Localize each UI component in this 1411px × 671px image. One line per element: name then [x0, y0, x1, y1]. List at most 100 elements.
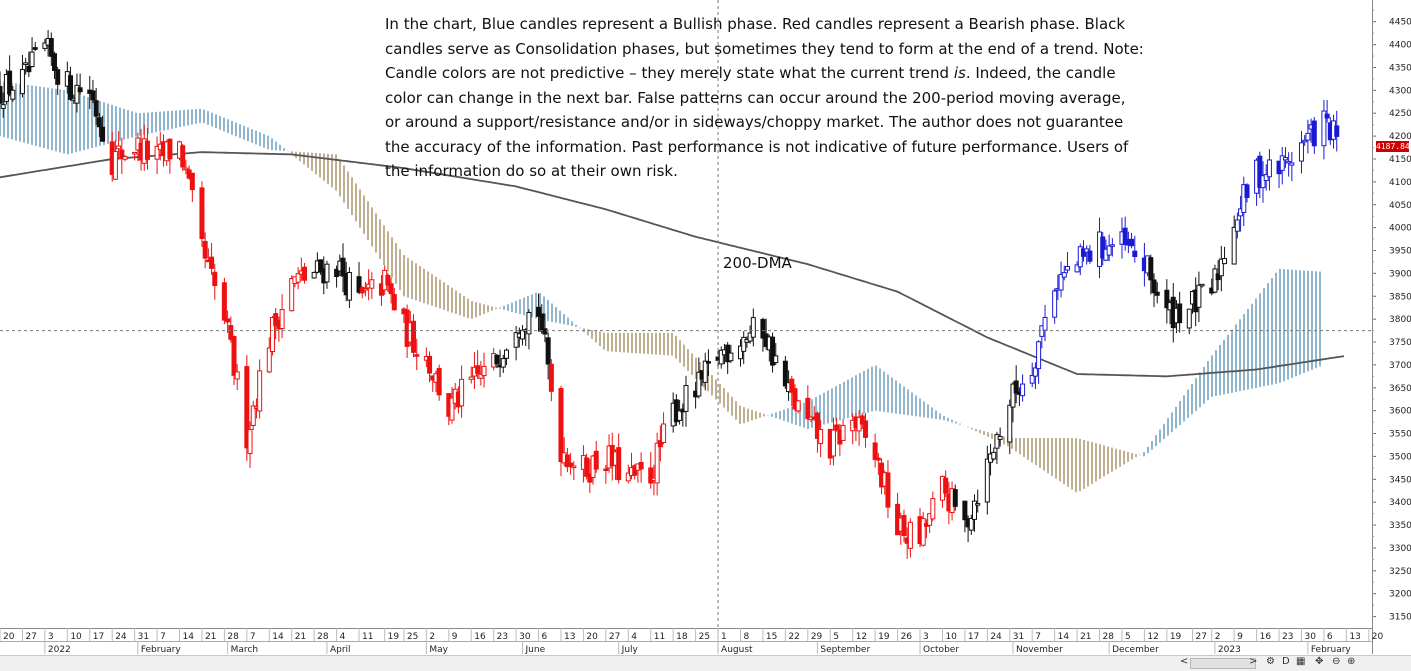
x-tick-label: 28 [1103, 632, 1115, 642]
d-icon[interactable]: D [1282, 656, 1290, 667]
candle [1286, 152, 1292, 177]
x-tick-label: 15 [766, 632, 777, 642]
scroll-right-button[interactable]: > [1249, 656, 1258, 667]
x-tick-label: 9 [452, 632, 458, 642]
candle [587, 458, 593, 493]
candle [1177, 291, 1183, 333]
candle [1234, 212, 1240, 239]
x-tick-label: 17 [93, 632, 104, 642]
x-tick-label: 4 [631, 632, 637, 642]
candle [1087, 244, 1093, 264]
month-tick-label: February [141, 645, 182, 655]
x-tick-label: 11 [654, 632, 665, 642]
candle [93, 88, 99, 125]
candle [1151, 273, 1157, 308]
candle [7, 55, 13, 97]
candle [1058, 261, 1064, 298]
candle [648, 452, 654, 489]
candle [741, 331, 747, 364]
x-tick-label: 14 [183, 632, 195, 642]
candle [558, 385, 564, 477]
candle [1257, 151, 1263, 199]
horizontal-scrollbar[interactable] [1190, 658, 1256, 669]
candle [199, 181, 205, 247]
candle [257, 359, 263, 419]
y-tick-label: 3800 [1389, 315, 1411, 325]
candle [545, 332, 551, 380]
candle [459, 365, 465, 418]
y-tick-label: 3250 [1389, 567, 1411, 577]
settings-icon[interactable]: ⚙ [1266, 656, 1275, 667]
candle [1241, 176, 1247, 227]
candle [334, 265, 340, 288]
x-tick-label: 10 [70, 632, 82, 642]
candle [1106, 234, 1112, 262]
x-tick-label: 11 [362, 632, 373, 642]
candle [318, 259, 324, 275]
candle [1100, 232, 1106, 266]
y-tick-label: 4200 [1389, 132, 1411, 142]
candle [548, 359, 554, 402]
candle [840, 419, 846, 441]
crosshair-icon[interactable]: ✥ [1315, 656, 1324, 667]
x-tick-label: 21 [295, 632, 306, 642]
candle [526, 309, 532, 350]
x-tick-label: 26 [901, 632, 913, 642]
candle [503, 348, 509, 366]
candle [863, 413, 869, 448]
candle [369, 272, 375, 299]
y-tick-label: 4050 [1389, 201, 1411, 211]
candle [302, 262, 308, 284]
candle [19, 54, 25, 98]
candle [68, 66, 74, 101]
scroll-left-button[interactable]: < [1180, 656, 1189, 667]
candle [42, 39, 48, 52]
candle [571, 461, 577, 481]
candle [773, 342, 779, 365]
candle [760, 317, 766, 352]
candle [1154, 282, 1160, 304]
month-tick-label: September [820, 645, 870, 655]
candle [952, 484, 958, 511]
candle [247, 421, 253, 468]
candle [564, 447, 570, 473]
candle [795, 400, 801, 414]
candle [616, 433, 622, 484]
chart-icon[interactable]: ▦ [1296, 656, 1306, 667]
candle [994, 431, 1000, 464]
y-tick-label: 4000 [1389, 224, 1411, 234]
candle [468, 366, 474, 384]
x-tick-label: 7 [250, 632, 256, 642]
y-tick-label: 3350 [1389, 521, 1411, 531]
x-tick-label: 24 [990, 632, 1002, 642]
candle [930, 491, 936, 522]
candle [212, 263, 218, 300]
candle [1039, 325, 1045, 349]
candle [295, 267, 301, 290]
candle [513, 325, 519, 361]
candle [657, 425, 663, 462]
y-tick-label: 3600 [1389, 407, 1411, 417]
candle [273, 308, 279, 340]
candle [696, 357, 702, 399]
candle [250, 400, 256, 431]
candle [625, 464, 631, 484]
x-tick-label: 1 [721, 632, 727, 642]
candle [100, 115, 106, 142]
zoom-out-icon[interactable]: ⊖ [1332, 656, 1341, 667]
y-tick-label: 3750 [1389, 338, 1411, 348]
candle [116, 131, 122, 160]
candle [901, 509, 907, 542]
zoom-in-icon[interactable]: ⊕ [1347, 656, 1356, 667]
candle [1132, 235, 1138, 263]
x-tick-label: 31 [1013, 632, 1024, 642]
candle [23, 57, 29, 75]
candle [362, 281, 368, 297]
candle [1334, 110, 1340, 152]
candle [346, 267, 352, 308]
candle [1164, 279, 1170, 324]
candle [834, 417, 840, 432]
x-tick-label: 6 [542, 632, 548, 642]
candle [289, 275, 295, 312]
